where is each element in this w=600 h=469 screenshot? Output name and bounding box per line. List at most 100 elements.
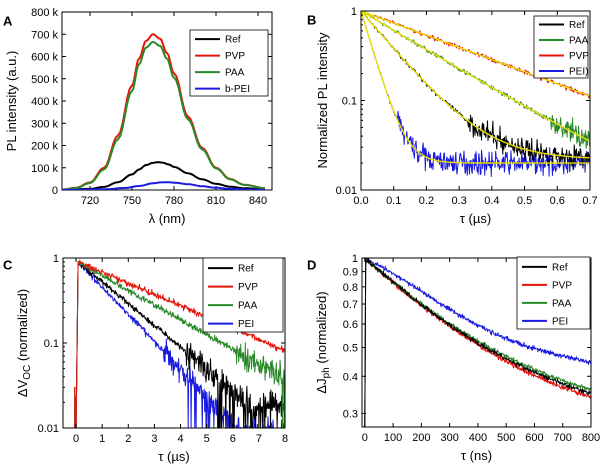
x-tick-label: 400	[469, 432, 487, 444]
legend-entry: PAA	[552, 298, 572, 309]
x-axis-label: τ (ns)	[461, 448, 492, 463]
x-tick-label: 1	[99, 433, 105, 445]
y-axis-label: Normalized PL intensity	[315, 32, 330, 169]
y-tick-label: 1	[351, 6, 357, 18]
x-tick-label: 700	[554, 432, 572, 444]
y-tick-label: 1	[53, 253, 59, 265]
series-line-pvp	[361, 11, 590, 99]
panel-a-series	[62, 33, 266, 190]
x-tick-label: 500	[497, 432, 515, 444]
y-tick-label: 0.4	[343, 371, 358, 383]
x-tick-label: 4	[177, 433, 183, 445]
x-tick-label: 0	[73, 433, 79, 445]
x-axis-label: τ (µs)	[460, 211, 491, 226]
y-axis-label: ΔJph (normalized)	[314, 291, 332, 393]
panel-d-series	[362, 258, 591, 427]
y-tick-label: 700 k	[31, 29, 58, 41]
series-line-ref	[362, 258, 591, 427]
legend-entry: PVP	[225, 51, 245, 62]
panel-label: C	[3, 258, 13, 273]
y-tick-label: 100 k	[31, 163, 58, 175]
y-tick-label: 0.01	[336, 185, 357, 197]
legend-entry: Ref	[552, 262, 568, 273]
panel-label: A	[3, 14, 13, 29]
x-tick-label: 3	[151, 433, 157, 445]
x-tick-label: 800	[582, 432, 600, 444]
y-tick-label: 1	[352, 253, 358, 265]
x-tick-label: 300	[440, 432, 458, 444]
x-tick-label: 0	[362, 432, 368, 444]
fit-line	[361, 11, 590, 97]
series-line-b-pei	[62, 181, 265, 190]
y-tick-label: 400 k	[31, 96, 58, 108]
panel-d-legend: Ref PVP PAA PEI	[516, 256, 591, 330]
series-line-paa	[62, 41, 266, 190]
y-tick-label: 0.3	[343, 408, 358, 420]
x-tick-label: 5	[204, 433, 210, 445]
legend-box	[516, 256, 591, 330]
legend-entry: Ref	[238, 264, 254, 275]
x-tick-label: 7	[256, 433, 262, 445]
x-tick-label: 780	[165, 195, 183, 207]
x-tick-label: 750	[123, 195, 141, 207]
legend-entry: PEI	[552, 316, 568, 327]
panel-c-axes: 0 1 2 3 4 5 6 7 8 0.01 0.1 1 τ (µs) ΔVOC (normalized)…	[3, 253, 288, 464]
legend-entry: PVP	[238, 282, 258, 293]
y-tick-label: 0.01	[38, 423, 59, 435]
panel-b-axes: 0.0 0.1 0.2 0.3 0.4 0.5 0.6 0.7 0.01 0.1 1 τ (µs) No…	[307, 6, 598, 226]
x-tick-label: 6	[230, 433, 236, 445]
panel-b-legend: Ref PAA PVP PEI)	[533, 15, 589, 79]
legend-box	[202, 257, 284, 333]
x-tick-label: 2	[125, 433, 131, 445]
y-tick-label: 600 k	[31, 52, 58, 64]
series-line-paa	[63, 260, 285, 428]
panel-label: B	[307, 13, 316, 28]
series-line-pei	[63, 261, 285, 428]
x-axis-label: τ (µs)	[158, 449, 189, 464]
legend-entry: PAA	[225, 68, 245, 79]
fit-line	[361, 11, 590, 159]
legend-box	[189, 29, 269, 97]
y-tick-label: 0.1	[44, 338, 59, 350]
y-tick-label: 800 k	[31, 7, 58, 19]
legend-entry: PEI	[238, 319, 254, 330]
y-tick-label: 0	[52, 185, 58, 197]
panel-a-legend: Ref PVP PAA b-PEI	[189, 29, 269, 97]
x-axis-label: λ (nm)	[149, 211, 186, 226]
legend-entry: b-PEI	[225, 84, 250, 95]
fit-line	[361, 11, 590, 164]
x-tick-label: 840	[249, 195, 267, 207]
panel-d-axes: 0 100 200 300 400 500 600 700 800 0.3 0.4 0.5 0.6 0.7…	[307, 253, 600, 463]
legend-entry: Ref	[225, 35, 241, 46]
x-tick-label: 720	[81, 195, 99, 207]
fit-line	[361, 11, 590, 142]
x-tick-label: 0.4	[484, 195, 499, 207]
legend-entry: PAA	[569, 36, 589, 47]
x-tick-label: 0.0	[353, 195, 368, 207]
panel-c-legend: Ref PVP PAA PEI	[202, 257, 284, 333]
plot-frame	[361, 257, 592, 428]
y-tick-label: 0.1	[342, 96, 357, 108]
y-tick-label: 0.5	[343, 342, 358, 354]
y-tick-label: 0.7	[343, 299, 358, 311]
series-line-pvp	[63, 259, 285, 428]
series-line-ref	[63, 261, 285, 428]
x-tick-label: 100	[384, 432, 402, 444]
panel-label: D	[307, 258, 316, 273]
x-tick-label: 600	[525, 432, 543, 444]
y-axis-label: PL intensity (a.u.)	[4, 51, 19, 152]
x-tick-label: 0.5	[517, 195, 532, 207]
series-line-pei	[362, 258, 591, 427]
x-tick-label: 0.7	[582, 195, 597, 207]
x-tick-label: 0.2	[419, 195, 434, 207]
y-axis-label: ΔVOC (normalized)	[15, 289, 33, 397]
x-tick-label: 0.1	[386, 195, 401, 207]
x-tick-label: 0.6	[550, 195, 565, 207]
x-tick-label: 810	[207, 195, 225, 207]
x-tick-label: 0.3	[451, 195, 466, 207]
legend-entry: PEI)	[569, 67, 588, 78]
y-tick-label: 500 k	[31, 74, 58, 86]
legend-box	[533, 15, 589, 79]
panel-a-axes: 720 750 780 810 840 0 100 k 200 k 300 k 400 k 500 …	[3, 7, 273, 226]
